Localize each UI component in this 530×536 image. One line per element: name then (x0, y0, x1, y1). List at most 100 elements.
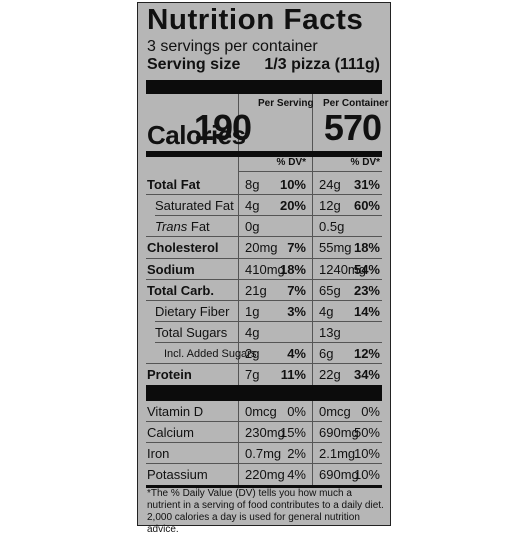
nutrient-s-amt: 410mg (245, 262, 285, 277)
vitamin-s-amt: 230mg (245, 425, 285, 440)
nutrient-c-amt: 22g (319, 367, 341, 382)
medium-rule-calories (146, 151, 382, 157)
nutrient-s-amt: 4g (245, 325, 260, 340)
vitamin-c-amt: 690mg (319, 425, 359, 440)
row-divider (155, 215, 382, 216)
nutrient-c-dv: 23% (353, 283, 380, 298)
nutrient-row: Protein 7g 11% 22g 34% (138, 364, 390, 385)
nutrient-c-amt: 1240mg (319, 262, 366, 277)
per-serving-header: Per Serving (258, 98, 314, 109)
nutrient-row: Sodium 410mg 18% 1240mg 54% (138, 259, 390, 280)
rule-dv (238, 171, 382, 172)
nutrient-s-dv: 7% (287, 283, 306, 298)
nutrient-row: Total Fat 8g 10% 24g 31% (138, 174, 390, 195)
nutrient-s-amt: 8g (245, 177, 260, 192)
row-divider (146, 236, 382, 237)
nutrient-row: Dietary Fiber 1g 3% 4g 14% (138, 301, 390, 322)
vitamin-s-dv: 2% (287, 446, 306, 461)
thick-rule-top (146, 80, 382, 94)
nutrient-s-dv: 10% (279, 177, 306, 192)
nutrient-s-dv: 20% (279, 198, 306, 213)
nutrient-s-amt: 21g (245, 283, 267, 298)
label-title: Nutrition Facts (147, 4, 364, 36)
nutrient-name-rest: Fat (187, 219, 210, 234)
nutrient-c-dv: 14% (353, 304, 380, 319)
row-divider (146, 442, 382, 443)
column-divider (238, 401, 239, 485)
nutrient-c-amt: 4g (319, 304, 334, 319)
vitamin-s-dv: 4% (287, 467, 306, 482)
nutrient-name: Protein (147, 367, 192, 382)
dv-header-serving: % DV* (276, 157, 306, 168)
nutrient-row: Incl. Added Sugars 2g 4% 6g 12% (138, 343, 390, 364)
row-divider (155, 321, 382, 322)
nutrient-s-amt: 20mg (245, 240, 278, 255)
nutrient-name: Cholesterol (147, 240, 219, 255)
dv-header-container: % DV* (350, 157, 380, 168)
vitamin-c-amt: 0mcg (319, 404, 351, 419)
nutrient-name: Total Carb. (147, 283, 214, 298)
nutrient-c-dv: 18% (353, 240, 380, 255)
vitamin-c-amt: 690mg (319, 467, 359, 482)
row-divider (146, 463, 382, 464)
row-divider (146, 279, 382, 280)
row-divider (146, 421, 382, 422)
vitamin-s-amt: 0mcg (245, 404, 277, 419)
nutrient-s-dv: 7% (287, 240, 306, 255)
nutrient-c-amt: 6g (319, 346, 334, 361)
nutrient-name: Incl. Added Sugars (164, 348, 257, 360)
nutrient-c-amt: 24g (319, 177, 341, 192)
calories-per-container: 570 (323, 107, 382, 148)
vitamin-row: Vitamin D 0mcg 0% 0mcg 0% (138, 401, 390, 422)
nutrient-row: Cholesterol 20mg 7% 55mg 18% (138, 237, 390, 258)
nutrient-c-amt: 65g (319, 283, 341, 298)
vitamin-s-dv: 0% (287, 404, 306, 419)
calories-per-serving: 190 (193, 107, 252, 148)
nutrient-s-amt: 1g (245, 304, 260, 319)
nutrient-s-dv: 11% (280, 367, 306, 382)
nutrient-c-dv: 54% (353, 262, 380, 277)
vitamin-c-dv: 0% (361, 404, 380, 419)
vitamin-s-dv: 15% (279, 425, 306, 440)
vitamin-name: Potassium (147, 467, 208, 482)
nutrient-c-amt: 13g (319, 325, 341, 340)
row-divider (146, 194, 382, 195)
nutrient-row: Total Carb. 21g 7% 65g 23% (138, 280, 390, 301)
nutrient-name-italic: Trans (155, 219, 188, 234)
nutrient-c-dv: 12% (353, 346, 380, 361)
row-divider (146, 363, 382, 364)
nutrient-name: Total Fat (147, 177, 201, 192)
nutrient-row: Total Sugars 4g 13g (138, 322, 390, 343)
nutrient-c-dv: 60% (353, 198, 380, 213)
vitamin-name: Iron (147, 446, 170, 461)
column-divider (312, 401, 313, 485)
nutrient-s-dv: 4% (287, 346, 306, 361)
serving-size-value: 1/3 pizza (111g) (264, 56, 380, 73)
column-divider (238, 94, 239, 385)
column-divider (312, 94, 313, 385)
vitamin-name: Calcium (147, 425, 194, 440)
vitamin-row: Calcium 230mg 15% 690mg 50% (138, 422, 390, 443)
nutrient-c-amt: 55mg (319, 240, 352, 255)
nutrient-s-dv: 3% (287, 304, 306, 319)
vitamin-c-amt: 2.1mg (319, 446, 356, 461)
thick-rule-bottom (146, 385, 382, 401)
rule-footnote (146, 485, 382, 488)
nutrient-s-amt: 0g (245, 219, 260, 234)
footnote: *The % Daily Value (DV) tells you how mu… (147, 488, 384, 535)
row-divider (146, 300, 382, 301)
per-container-header: Per Container (323, 98, 389, 109)
nutrient-name: Sodium (147, 262, 195, 277)
vitamin-c-dv: 50% (353, 425, 380, 440)
nutrition-facts-label: Nutrition Facts 3 servings per container… (137, 2, 391, 535)
nutrient-c-dv: 34% (353, 367, 380, 382)
vitamin-s-amt: 220mg (245, 467, 285, 482)
serving-size-label: Serving size (147, 56, 241, 73)
servings-per-container: 3 servings per container (147, 38, 318, 55)
vitamin-row: Potassium 220mg 4% 690mg 10% (138, 464, 390, 485)
nutrient-name: Trans Fat (155, 219, 210, 234)
nutrient-s-dv: 18% (279, 262, 306, 277)
nutrient-s-amt: 7g (245, 367, 260, 382)
row-divider (155, 342, 382, 343)
nutrient-name: Saturated Fat (155, 198, 234, 213)
